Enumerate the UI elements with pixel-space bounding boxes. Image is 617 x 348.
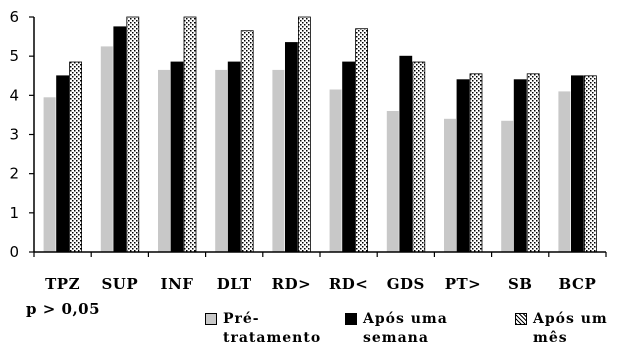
bar-INF-series-2 [170, 61, 184, 253]
significance-note: p > 0,05 [26, 300, 101, 318]
bar-TPZ-series-1 [43, 97, 56, 252]
y-tick-label: 0 [9, 243, 19, 261]
bar-BCP-series-2 [571, 75, 584, 253]
legend-label-pre-treatment: Pré- tratamento [223, 311, 322, 346]
bar-DLT-series-3 [240, 30, 254, 253]
y-tick-label: 6 [9, 8, 19, 26]
bar-TPZ-series-3 [69, 61, 82, 253]
bar-BCP-series-3 [584, 75, 597, 253]
x-category-label: SUP [101, 275, 138, 293]
bar-PT>-series-3 [469, 73, 483, 253]
y-tick-labels: 0 1 2 3 4 5 6 [9, 8, 19, 261]
bar-RD>-series-2 [284, 42, 298, 253]
bar-SB-series-2 [513, 79, 527, 253]
legend-item-one-week: Após uma semana [345, 310, 448, 348]
bar-GDS-series-2 [399, 55, 413, 253]
bar-RD>-series-3 [297, 16, 311, 253]
y-tick-label: 5 [9, 47, 19, 65]
legend-item-one-month: Após um mês [515, 310, 608, 348]
bar-INF-series-3 [183, 16, 197, 253]
legend-swatch-black [345, 313, 357, 325]
bar-GDS-series-1 [386, 111, 399, 252]
legend-label-one-month: Após um mês [533, 311, 608, 346]
bar-INF-series-1 [158, 69, 170, 253]
x-category-label: BCP [559, 275, 597, 293]
bar-PT>-series-1 [444, 118, 456, 252]
y-tick-label: 2 [9, 165, 19, 183]
bar-SUP-series-1 [100, 46, 113, 253]
bar-PT>-series-2 [456, 79, 470, 253]
x-category-label: RD< [329, 275, 369, 293]
x-category-label: GDS [387, 275, 425, 293]
x-category-label: RD> [272, 275, 312, 293]
legend-item-pre-treatment: Pré- tratamento [205, 310, 321, 348]
x-category-label: DLT [217, 275, 252, 293]
bar-GDS-series-3 [412, 61, 426, 253]
bar-TPZ-series-2 [56, 75, 69, 253]
y-tick-label: 3 [9, 126, 19, 144]
bar-RD<-series-2 [342, 61, 356, 253]
x-category-label: SB [508, 275, 533, 293]
bar-RD<-series-3 [355, 28, 369, 253]
bar-DLT-series-2 [227, 61, 241, 253]
x-category-label: PT> [445, 275, 482, 293]
bar-BCP-series-1 [558, 91, 571, 253]
x-tick-labels: TPZ SUP INF DLT RD> RD< GDS PT> SB BCP [45, 275, 596, 293]
bar-SUP-series-3 [126, 16, 140, 253]
bar-DLT-series-1 [215, 69, 228, 253]
x-category-label: INF [161, 275, 194, 293]
y-tick-label: 4 [9, 86, 19, 104]
legend-swatch-gray [205, 313, 217, 325]
y-tick-label: 1 [9, 204, 19, 222]
bars-group [43, 16, 597, 253]
bar-SB-series-3 [526, 73, 540, 253]
legend-label-one-week: Após uma semana [363, 311, 448, 346]
x-category-label: TPZ [45, 275, 80, 293]
bar-RD<-series-1 [329, 89, 342, 252]
legend-swatch-dotted [515, 313, 527, 325]
bar-SUP-series-2 [113, 26, 127, 253]
axes-group [29, 16, 607, 257]
bar-RD>-series-1 [272, 69, 285, 253]
bar-SB-series-1 [501, 120, 514, 252]
